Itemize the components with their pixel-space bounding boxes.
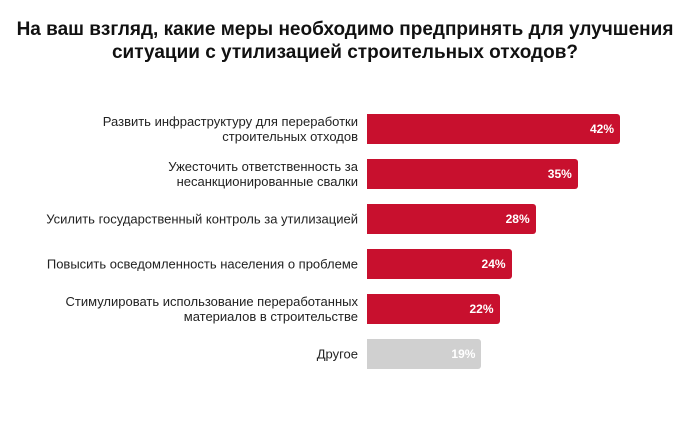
value-label: 42% [589, 122, 614, 136]
category-label: Повысить осведомленность населения о про… [46, 256, 358, 272]
category-label: Развить инфраструктуру для переработки с… [102, 114, 358, 144]
value-label: 24% [481, 257, 506, 271]
value-label: 22% [469, 302, 494, 316]
chart-title: На ваш взгляд, какие меры необходимо пре… [16, 19, 674, 63]
bar [367, 204, 536, 234]
bar [367, 159, 578, 189]
value-label: 35% [547, 167, 572, 181]
category-label: Усилить государственный контроль за утил… [46, 211, 358, 227]
bar [367, 249, 512, 279]
bar [367, 114, 620, 144]
bar [367, 339, 482, 369]
category-label: Другое [316, 346, 358, 362]
value-label: 19% [451, 347, 476, 361]
value-label: 28% [505, 212, 530, 226]
category-label: Стимулировать использование переработанн… [65, 294, 359, 324]
bar [367, 294, 500, 324]
category-label: Ужесточить ответственность за несанкцион… [168, 159, 358, 189]
